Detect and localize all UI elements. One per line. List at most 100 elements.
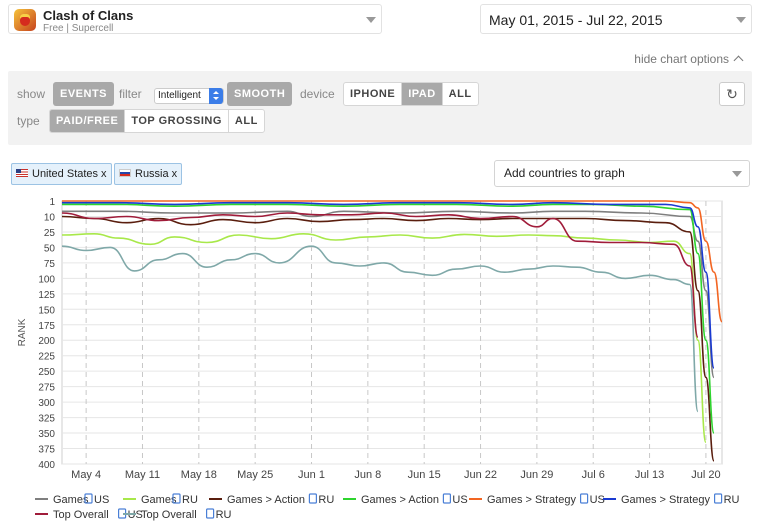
remove-country-button[interactable]: x	[101, 168, 107, 180]
app-selector[interactable]: Clash of Clans Free | Supercell	[8, 4, 382, 34]
device-toggle-group: IPHONE IPAD ALL	[343, 82, 479, 106]
ipad-icon	[579, 493, 589, 504]
x-tick-label: Jul 6	[582, 469, 605, 481]
ipad-icon	[442, 493, 451, 504]
refresh-button[interactable]: ↻	[719, 82, 745, 106]
legend-country: RU	[318, 494, 334, 506]
legend-country: US	[94, 494, 109, 506]
hide-chart-options-link[interactable]: hide chart options	[634, 52, 744, 66]
filter-select[interactable]: Intelligent	[154, 88, 224, 104]
chevron-up-icon	[733, 55, 744, 66]
legend-country: US	[590, 494, 605, 506]
x-tick-label: May 4	[71, 469, 101, 481]
chevron-down-icon	[366, 17, 376, 23]
events-button[interactable]: EVENTS	[53, 82, 115, 106]
x-tick-label: Jun 15	[408, 469, 441, 481]
legend-country: US	[452, 494, 467, 506]
device-label: device	[300, 87, 335, 101]
device-option-ipad[interactable]: IPAD	[402, 83, 443, 105]
legend-label: Top Overall	[53, 509, 109, 521]
y-tick-label: 125	[38, 290, 55, 301]
legend-label: Games > Strategy	[621, 494, 710, 506]
x-tick-label: May 18	[181, 469, 217, 481]
y-tick-label: 275	[38, 383, 55, 394]
y-tick-label: 25	[44, 228, 56, 239]
x-tick-label: May 25	[237, 469, 273, 481]
type-toggle-group: PAID/FREE TOP GROSSING ALL	[49, 109, 265, 133]
y-tick-label: 150	[38, 305, 55, 316]
y-tick-label: 375	[38, 445, 55, 456]
refresh-icon: ↻	[726, 86, 738, 102]
y-tick-label: 300	[38, 398, 55, 409]
legend-label: Games > Action	[227, 494, 305, 506]
legend-label: Top Overall	[141, 509, 197, 521]
series-line-4	[62, 203, 715, 434]
show-label: show	[17, 87, 46, 101]
ipad-icon	[713, 493, 723, 504]
x-tick-label: Jul 13	[635, 469, 664, 481]
device-option-iphone[interactable]: IPHONE	[344, 83, 403, 105]
ipad-icon	[172, 493, 181, 504]
legend-label: Games > Strategy	[487, 494, 576, 506]
legend-country: RU	[216, 509, 232, 521]
legend-label: Games	[141, 494, 177, 506]
remove-country-button[interactable]: x	[171, 168, 178, 180]
y-tick-label: 400	[38, 460, 55, 471]
country-chip-ru[interactable]: Russia x	[114, 163, 183, 185]
us-flag-icon	[16, 169, 28, 177]
date-range-selector[interactable]: May 01, 2015 - Jul 22, 2015	[480, 4, 752, 34]
series-line-2	[61, 233, 707, 444]
hide-chart-options-label: hide chart options	[634, 52, 729, 66]
series-line-7	[61, 212, 699, 338]
smooth-button[interactable]: SMOOTH	[227, 82, 293, 106]
y-tick-label: 350	[38, 429, 55, 440]
device-option-all[interactable]: ALL	[448, 88, 472, 100]
plot-area	[61, 200, 723, 465]
ipad-icon	[206, 508, 215, 519]
x-tick-label: Jun 29	[520, 469, 553, 481]
y-tick-label: 75	[44, 259, 56, 270]
type-label: type	[17, 114, 40, 128]
select-stepper-icon	[209, 88, 223, 104]
legend-label: Games	[53, 494, 89, 506]
ipad-icon	[308, 493, 317, 504]
x-tick-label: May 11	[125, 469, 160, 481]
add-countries-placeholder: Add countries to graph	[504, 166, 625, 180]
rank-chart: 1 10 25 50 75 100 125 150 175 200 225 250 275 300 325 3…	[17, 197, 740, 521]
x-tick-label: Jun 8	[354, 469, 381, 481]
x-tick-label: Jun 22	[464, 469, 497, 481]
app-icon	[14, 9, 36, 31]
ru-flag-icon	[119, 169, 131, 177]
type-option-paid-free[interactable]: PAID/FREE	[50, 110, 126, 132]
y-axis-label: RANK	[17, 318, 28, 346]
ipad-icon	[84, 493, 93, 504]
type-option-all[interactable]: ALL	[234, 115, 258, 127]
y-tick-label: 200	[38, 336, 55, 347]
country-name: United States	[32, 168, 99, 180]
y-tick-label: 325	[38, 414, 55, 425]
series-line-6	[62, 201, 715, 369]
country-chip-us[interactable]: United States x	[11, 163, 112, 185]
y-tick-label: 100	[38, 274, 55, 285]
filter-label: filter	[119, 87, 142, 101]
chevron-down-icon	[732, 171, 742, 177]
y-tick-label: 50	[44, 243, 56, 254]
x-tick-label: Jul 20	[691, 469, 720, 481]
country-name: Russia	[135, 168, 169, 180]
y-tick-label: 250	[38, 367, 55, 378]
add-countries-select[interactable]: Add countries to graph	[494, 160, 750, 187]
series-line-3	[61, 215, 715, 462]
y-tick-label: 1	[49, 197, 55, 208]
chevron-down-icon	[736, 17, 746, 23]
type-option-top-grossing[interactable]: TOP GROSSING	[125, 110, 229, 132]
filter-value: Intelligent	[158, 90, 201, 101]
y-tick-label: 225	[38, 352, 55, 363]
y-tick-label: 10	[44, 212, 56, 223]
legend-label: Games > Action	[361, 494, 439, 506]
app-subtitle: Free | Supercell	[43, 23, 114, 34]
legend-country: RU	[182, 494, 198, 506]
app-name: Clash of Clans	[43, 8, 134, 23]
top-bar: Clash of Clans Free | Supercell May 01, …	[0, 0, 760, 40]
chart-options-panel: show EVENTS filter Intelligent SMOOTH de…	[8, 71, 752, 145]
y-tick-label: 175	[38, 321, 55, 332]
